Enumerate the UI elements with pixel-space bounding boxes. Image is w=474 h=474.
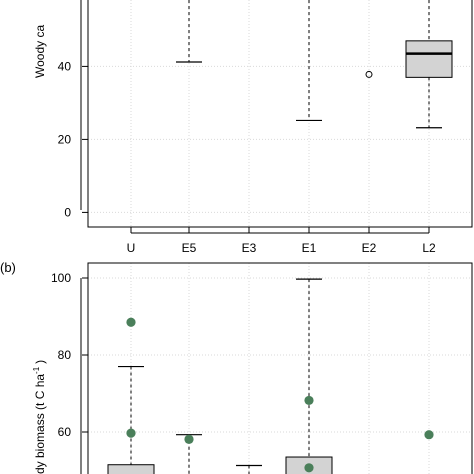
outlier-point — [365, 70, 373, 78]
data-point — [424, 430, 434, 440]
panel-label: (b) — [0, 260, 16, 275]
y-tick-label: 60 — [58, 425, 72, 439]
y-tick-label: 40 — [58, 59, 72, 73]
x-tick-label: E5 — [182, 241, 197, 255]
x-tick-label: E2 — [362, 241, 377, 255]
box — [107, 464, 155, 474]
x-tick-label: U — [127, 241, 136, 255]
data-point — [126, 317, 136, 327]
x-tick-label: E1 — [302, 241, 317, 255]
plot-frame — [87, 262, 473, 474]
y-axis-label-text: dy biomass (t C ha — [33, 374, 47, 474]
panel-a: 0 20 40 U E5 E3 E1 E2 L2 Woody ca — [33, 0, 473, 255]
y-axis-label: Woody ca — [33, 25, 47, 78]
data-point — [184, 434, 194, 444]
x-tick-label: E3 — [242, 241, 257, 255]
y-axis-label-close: ) — [33, 360, 47, 364]
y-tick-label: 20 — [58, 132, 72, 146]
panel-b: 60 80 100 (b) dy biomass (t C ha-1) — [0, 260, 473, 474]
x-tick-label: L2 — [422, 241, 436, 255]
y-tick-label: 100 — [51, 271, 71, 285]
box — [405, 40, 453, 78]
y-axis-label-superscript: -1 — [32, 366, 41, 374]
data-point — [304, 395, 314, 406]
y-tick-label: 0 — [64, 205, 71, 219]
data-point — [304, 463, 314, 473]
y-axis-label: dy biomass (t C ha-1) — [32, 360, 47, 474]
data-point — [126, 428, 136, 438]
plot-frame — [87, 0, 473, 228]
y-tick-label: 80 — [58, 348, 72, 362]
